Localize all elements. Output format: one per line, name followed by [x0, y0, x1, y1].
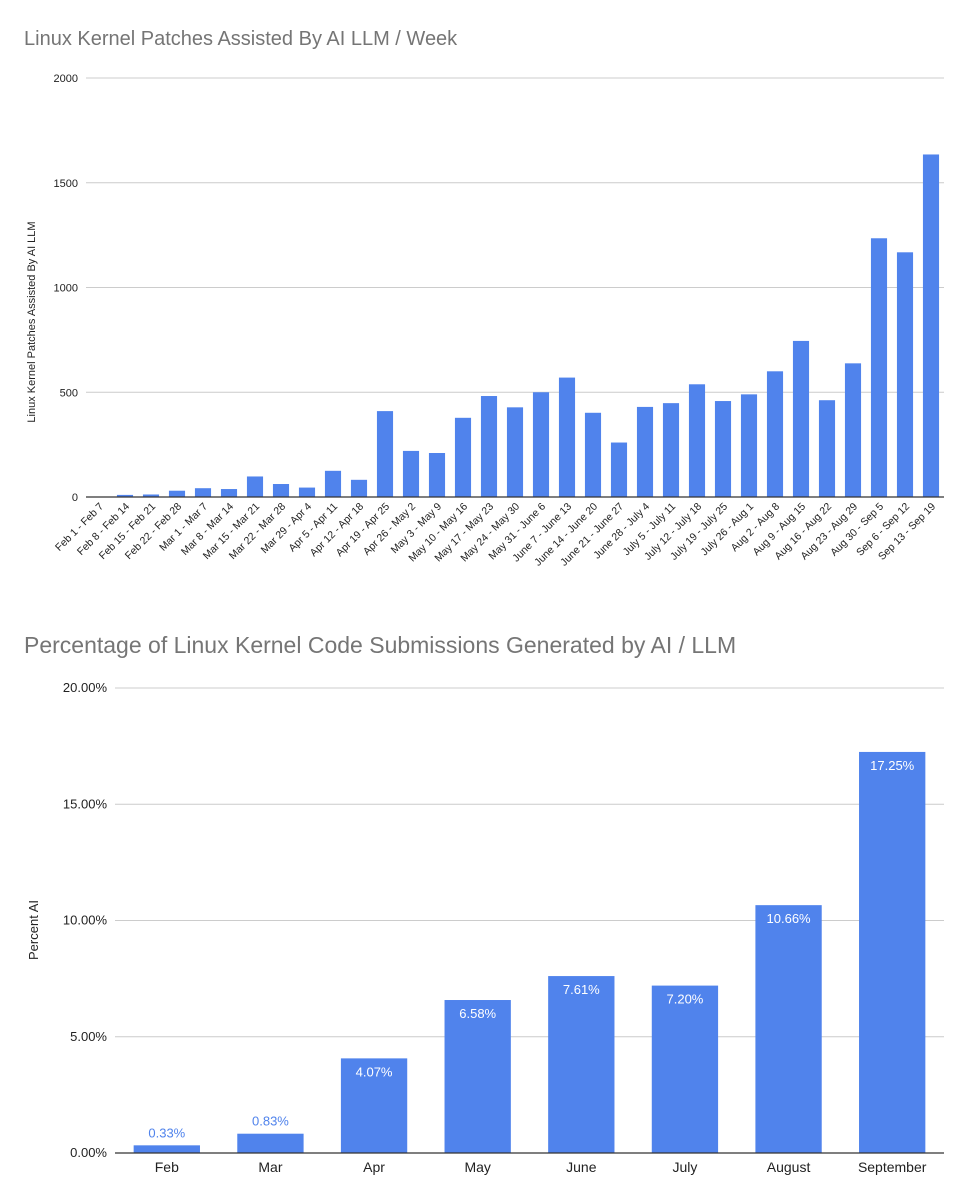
- y-tick-label: 15.00%: [63, 796, 108, 811]
- x-tick-label: Apr: [363, 1159, 385, 1175]
- bar: [548, 976, 615, 1153]
- bar: [350, 479, 368, 497]
- data-label: 0.33%: [148, 1125, 185, 1140]
- bar: [896, 252, 914, 497]
- x-tick-label: Feb: [155, 1159, 179, 1175]
- bar: [272, 484, 290, 497]
- bar: [662, 403, 680, 497]
- bar: [610, 442, 628, 497]
- bar: [636, 406, 654, 497]
- y-tick-label: 5.00%: [70, 1029, 107, 1044]
- bar: [220, 489, 238, 497]
- y-tick-label: 10.00%: [63, 913, 108, 928]
- bar: [246, 476, 264, 497]
- bar: [558, 377, 576, 497]
- bar: [454, 417, 472, 497]
- bar: [506, 407, 524, 497]
- y-axis-label: Linux Kernel Patches Assisted By AI LLM: [26, 221, 38, 422]
- bar: [740, 394, 758, 497]
- bar: [133, 1145, 200, 1153]
- x-tick-label: July: [672, 1159, 697, 1175]
- chart-title: Percentage of Linux Kernel Code Submissi…: [24, 632, 737, 658]
- x-tick-label: September: [858, 1159, 927, 1175]
- y-tick-label: 2000: [54, 73, 78, 85]
- monthly-percentage-plot: 0.00% 5.00% 10.00% 15.00% 20.00% Percent AI Fe…: [26, 680, 944, 1175]
- bar: [859, 751, 926, 1153]
- bar: [818, 400, 836, 497]
- y-tick-label: 0: [72, 492, 78, 504]
- monthly-percentage-chart: Percentage of Linux Kernel Code Submissi…: [0, 600, 971, 1200]
- bar: [116, 494, 134, 497]
- bar: [340, 1058, 408, 1153]
- bar: [480, 396, 498, 497]
- bar: [688, 384, 706, 497]
- bar: [402, 450, 420, 497]
- y-axis-label: Percent AI: [26, 900, 41, 960]
- chart-title: Linux Kernel Patches Assisted By AI LLM …: [24, 28, 458, 50]
- bar: [584, 412, 602, 497]
- data-label: 4.07%: [356, 1064, 393, 1079]
- x-tick-label: May: [464, 1159, 490, 1175]
- bar: [844, 363, 862, 497]
- bar: [324, 470, 342, 497]
- bar: [792, 340, 810, 497]
- weekly-patches-plot: 0 500 1000 1500 2000 Linux Kernel Patches Ass…: [26, 73, 944, 569]
- bar: [298, 487, 316, 497]
- y-tick-label: 20.00%: [63, 680, 108, 695]
- bar: [194, 488, 212, 497]
- bar: [142, 494, 160, 497]
- bar: [755, 905, 822, 1153]
- data-label: 0.83%: [252, 1114, 289, 1129]
- bar: [766, 371, 784, 497]
- bar: [444, 1000, 511, 1153]
- bar: [168, 490, 186, 497]
- bar: [237, 1133, 304, 1153]
- y-tick-label: 1000: [54, 283, 78, 295]
- x-tick-label: June: [566, 1159, 597, 1175]
- weekly-patches-chart: Linux Kernel Patches Assisted By AI LLM …: [24, 28, 944, 569]
- y-tick-label: 500: [60, 387, 78, 399]
- x-tick-label: August: [767, 1159, 811, 1175]
- data-label: 10.66%: [767, 911, 812, 926]
- bar: [870, 238, 888, 497]
- bar: [532, 392, 550, 497]
- data-label: 17.25%: [870, 758, 915, 773]
- bar: [376, 411, 394, 497]
- data-label: 7.61%: [563, 982, 600, 997]
- x-tick-label: Mar: [258, 1159, 282, 1175]
- bar: [428, 453, 446, 497]
- y-tick-label: 1500: [54, 178, 78, 190]
- y-tick-label: 0.00%: [70, 1145, 107, 1160]
- bar: [651, 985, 719, 1153]
- bar: [922, 154, 940, 497]
- data-label: 6.58%: [459, 1006, 496, 1021]
- data-label: 7.20%: [667, 992, 704, 1007]
- bar: [714, 401, 732, 497]
